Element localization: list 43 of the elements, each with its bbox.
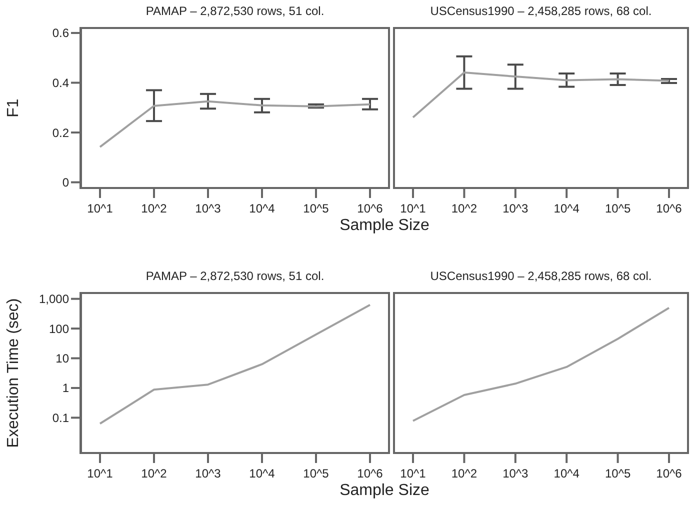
x-tick-label: 10^6 <box>656 466 682 481</box>
x-tick-label: 10^1 <box>400 202 426 216</box>
y-axis-title: F1 <box>5 98 23 118</box>
x-tick-label: 10^4 <box>249 202 276 216</box>
x-tick-label: 10^4 <box>554 466 580 481</box>
y-tick-label: 0.2 <box>52 126 70 140</box>
x-tick-label: 10^1 <box>87 202 114 216</box>
x-axis-title: Sample Size <box>338 482 430 500</box>
x-tick-label: 10^3 <box>502 466 529 481</box>
x-tick-label: 10^5 <box>604 466 631 481</box>
x-tick-label: 10^2 <box>141 466 168 481</box>
y-tick-label: 1,000 <box>38 292 70 306</box>
x-tick-label: 10^2 <box>141 202 168 216</box>
y-tick-label: 0.6 <box>52 26 70 40</box>
x-tick-label: 10^3 <box>195 202 222 216</box>
y-tick-label: 10 <box>56 352 70 366</box>
x-tick-label: 10^6 <box>357 202 384 216</box>
x-tick-label: 10^2 <box>451 202 478 216</box>
line-series <box>99 304 371 425</box>
y-tick-label: 0 <box>62 176 70 190</box>
x-tick-label: 10^1 <box>400 466 426 481</box>
x-tick-label: 10^5 <box>303 466 330 481</box>
chart-title: USCensus1990 – 2,458,285 rows, 68 col. <box>429 269 653 283</box>
x-tick-label: 10^4 <box>249 466 276 481</box>
x-tick-label: 10^2 <box>451 466 478 481</box>
x-tick-label: 10^5 <box>303 202 330 216</box>
chart-title: USCensus1990 – 2,458,285 rows, 68 col. <box>429 4 653 18</box>
x-tick-label: 10^3 <box>502 202 529 216</box>
x-tick-label: 10^4 <box>554 202 580 216</box>
line-series <box>99 100 371 148</box>
y-tick-label: 100 <box>48 322 70 336</box>
y-tick-label: 0.4 <box>52 76 70 90</box>
chart-title: PAMAP – 2,872,530 rows, 51 col. <box>144 269 326 283</box>
x-axis-title: Sample Size <box>338 217 430 235</box>
y-axis-title: Execution Time (sec) <box>5 298 23 448</box>
x-tick-label: 10^6 <box>357 466 384 481</box>
x-tick-label: 10^1 <box>87 466 114 481</box>
x-tick-label: 10^6 <box>656 202 682 216</box>
x-tick-label: 10^5 <box>604 202 631 216</box>
y-tick-label: 0.1 <box>52 410 70 425</box>
x-tick-label: 10^3 <box>195 466 222 481</box>
y-tick-label: 1 <box>62 381 70 396</box>
chart-title: PAMAP – 2,872,530 rows, 51 col. <box>144 4 326 18</box>
